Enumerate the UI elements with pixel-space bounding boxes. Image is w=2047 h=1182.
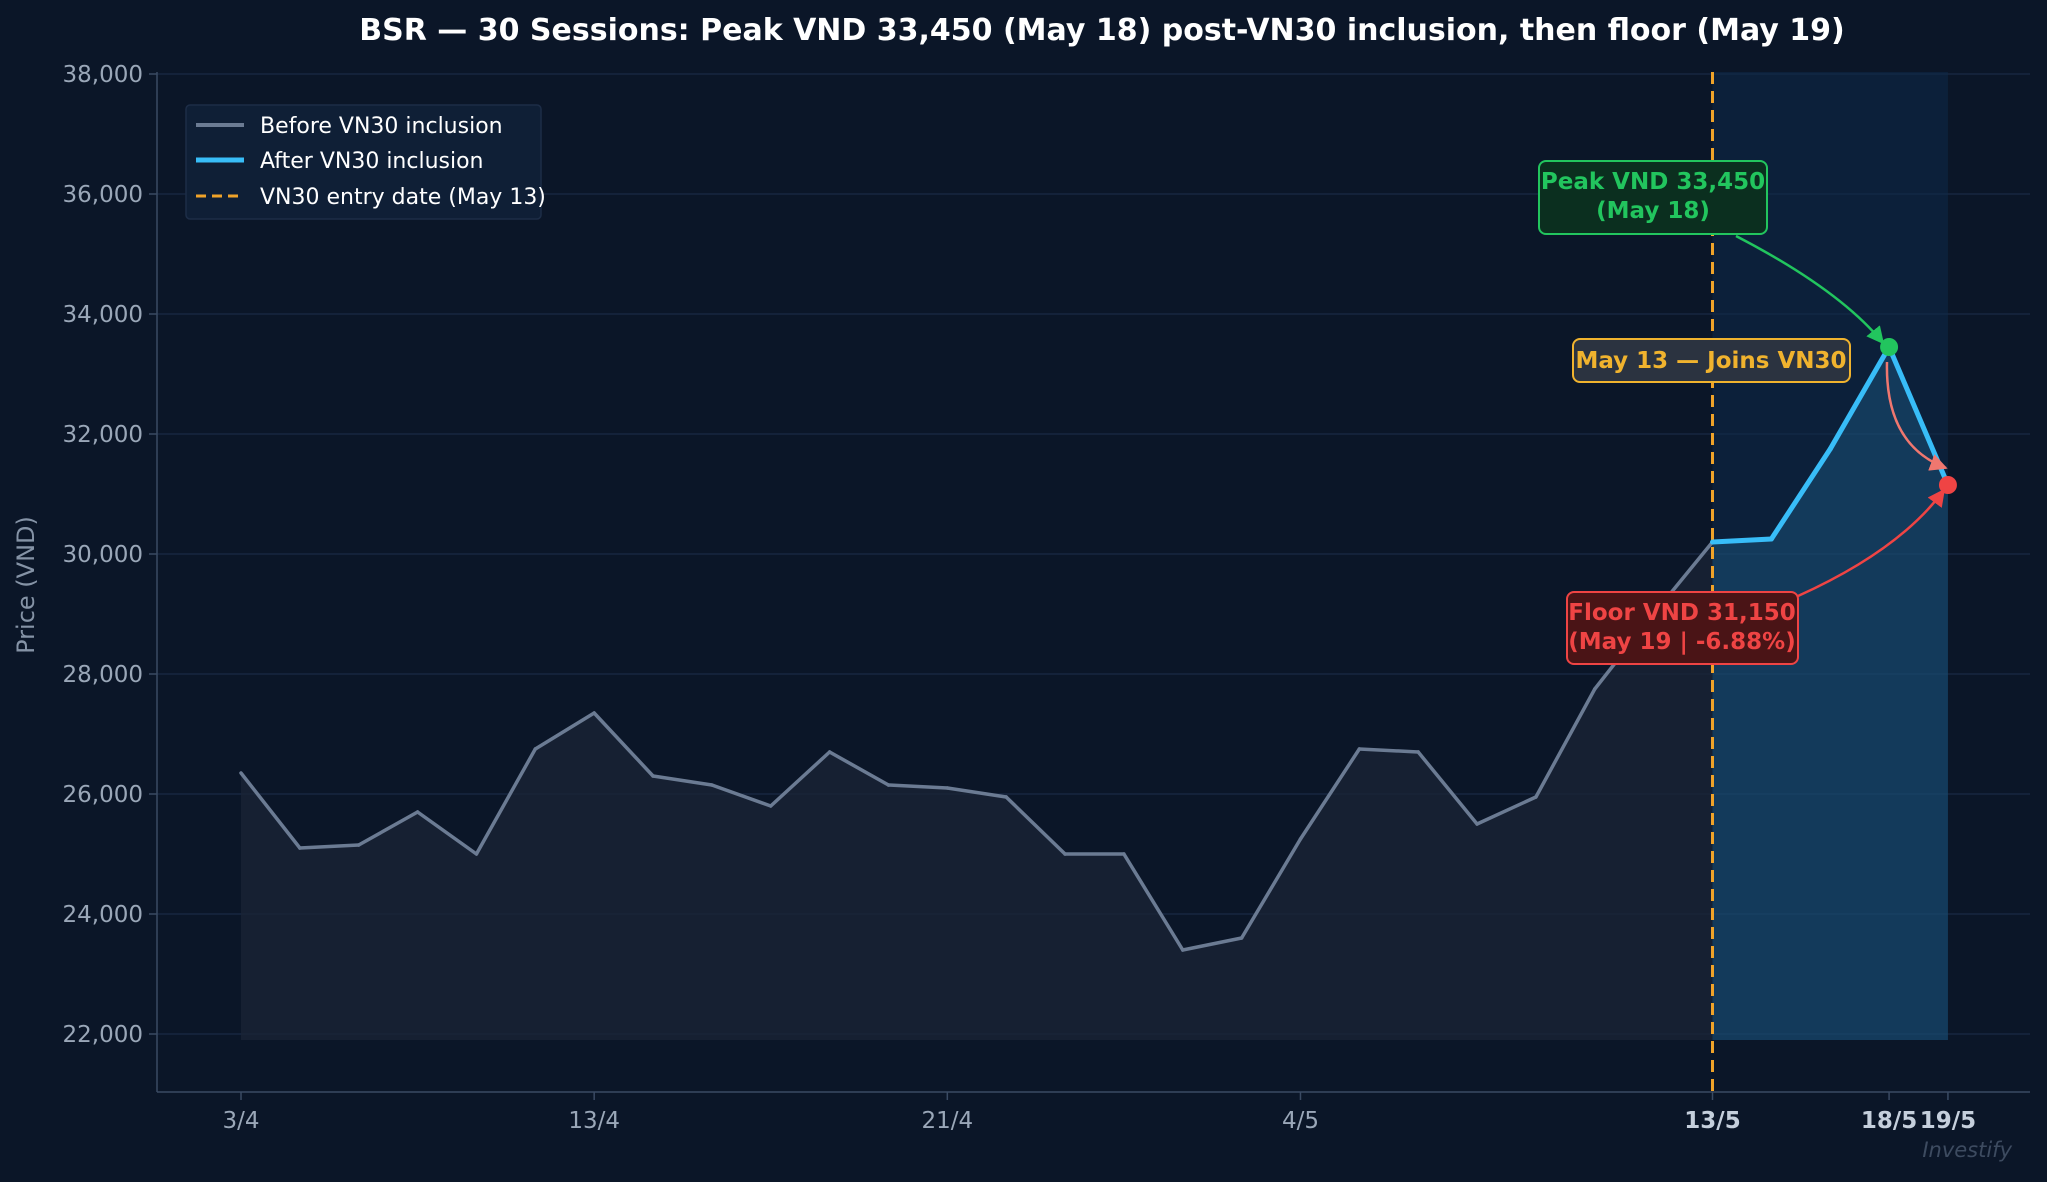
legend-label-vline: VN30 entry date (May 13) [260, 185, 546, 210]
before-line-segment [710, 783, 773, 808]
y-tick-label: 26,000 [63, 782, 143, 808]
after-line-segment [1768, 446, 1833, 542]
axes: 22,000 24,000 26,000 28,000 30,000 32,000 34,0… [63, 62, 2030, 1134]
after-line-segment [1710, 536, 1774, 545]
before-line-segment [1122, 852, 1185, 952]
before-area-fill [241, 542, 1713, 1040]
before-line-segment [533, 711, 596, 751]
before-line-segment [239, 771, 302, 850]
before-line-segment [768, 750, 832, 808]
before-line-segment [945, 786, 1008, 799]
x-tick-label: 4/5 [1282, 1108, 1319, 1134]
legend: Before VN30 inclusion After VN30 inclusi… [185, 104, 546, 220]
x-tick-label: 13/5 [1684, 1108, 1740, 1134]
before-line-segment [1004, 795, 1067, 856]
drop-arrow [1885, 361, 1948, 471]
before-line-segment [1298, 747, 1362, 841]
joins-annotation-text: May 13 — Joins VN30 [1575, 348, 1846, 374]
before-line-segment [592, 711, 655, 778]
y-tick-label: 28,000 [63, 662, 143, 688]
joins-annotation: May 13 — Joins VN30 [1572, 338, 1851, 383]
x-tick-label: 3/4 [222, 1108, 259, 1134]
before-line-segment [651, 774, 714, 787]
y-axis-label: Price (VND) [12, 516, 40, 654]
before-line-segment [1239, 837, 1303, 940]
y-tick-label: 34,000 [63, 302, 143, 328]
before-line-segment [1534, 687, 1597, 799]
legend-label-before: Before VN30 inclusion [260, 114, 503, 139]
x-tick-label: 21/4 [921, 1108, 973, 1134]
peak-annotation-box [1538, 160, 1768, 235]
before-line-segment [298, 843, 361, 850]
x-tick-label: 13/4 [568, 1108, 620, 1134]
before-line-segment [1181, 936, 1244, 952]
floor-annotation: Floor VND 31,150 (May 19 | -6.88%) [1566, 591, 1799, 665]
y-tick-label: 36,000 [63, 182, 143, 208]
before-line-segment [1475, 795, 1538, 826]
y-tick-label: 22,000 [63, 1022, 143, 1048]
shaded-areas [241, 72, 1948, 1040]
before-line-segment [474, 747, 538, 856]
legend-label-after: After VN30 inclusion [260, 149, 484, 174]
watermark: Investify [1922, 1138, 2012, 1162]
peak-annotation-line2: (May 18) [1596, 198, 1710, 224]
chart-title: BSR — 30 Sessions: Peak VND 33,450 (May … [359, 13, 1844, 48]
floor-annotation-box [1566, 591, 1799, 665]
before-line-segment [1357, 747, 1420, 754]
y-tick-label: 32,000 [63, 422, 143, 448]
floor-annotation-line2: (May 19 | -6.88%) [1568, 629, 1795, 655]
y-tick-label: 24,000 [63, 902, 143, 928]
before-line-segment [356, 810, 420, 847]
joins-annotation-box [1572, 338, 1851, 383]
peak-arrow [1735, 234, 1885, 345]
floor-annotation-line1: Floor VND 31,150 [1568, 600, 1795, 626]
x-tick-label: 19/5 [1920, 1108, 1976, 1134]
before-line-segment [1416, 750, 1479, 826]
after-area-fill [1712, 347, 1948, 1040]
y-tick-label: 30,000 [63, 542, 143, 568]
x-tick-label: 18/5 [1861, 1108, 1917, 1134]
before-line-segment [827, 750, 891, 787]
peak-annotation: Peak VND 33,450 (May 18) [1538, 160, 1768, 235]
before-line-segment [886, 783, 950, 790]
legend-box [185, 104, 542, 220]
after-line-segment [1827, 344, 1892, 452]
peak-marker [1880, 338, 1899, 356]
floor-arrow [1797, 488, 1946, 598]
before-line-segment [415, 810, 479, 856]
peak-annotation-line1: Peak VND 33,450 [1541, 169, 1765, 195]
y-tick-label: 38,000 [63, 62, 143, 88]
